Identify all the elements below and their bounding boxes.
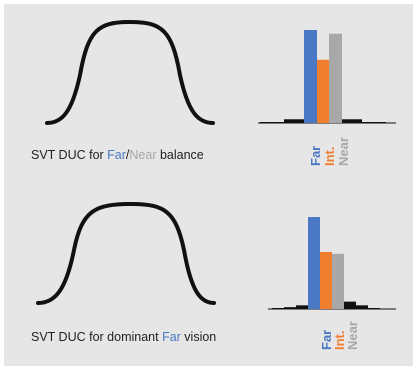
caption-balance-slash: / xyxy=(126,148,130,162)
caption-dominant: SVT DUC for dominant Far vision xyxy=(31,330,216,344)
chart1-bar-minor-8 xyxy=(374,122,386,123)
caption-dominant-far: Far xyxy=(162,330,181,344)
chart1-bar-minor-6 xyxy=(342,119,362,123)
caption-dominant-suffix: vision xyxy=(181,330,216,344)
chart2-bar-minor-6 xyxy=(344,301,356,309)
caption-dominant-prefix: SVT DUC for dominant xyxy=(31,330,162,344)
chart2-bar-minor-1 xyxy=(284,307,296,309)
chart1-bar-int xyxy=(317,59,329,123)
chart1-bar-minor-7 xyxy=(362,122,374,123)
chart1-label-near: Near xyxy=(336,137,351,166)
caption-balance: SVT DUC for Far/Near balance xyxy=(31,148,204,162)
chart1-bar-minor-2 xyxy=(284,119,304,123)
chart2-bar-far xyxy=(308,217,320,309)
chart2-bar-minor-8 xyxy=(368,308,380,309)
caption-balance-prefix: SVT DUC for xyxy=(31,148,107,162)
caption-balance-suffix: balance xyxy=(157,148,204,162)
chart2-bar-near xyxy=(332,253,344,309)
chart1-bar-minor-1 xyxy=(272,122,284,123)
chart2-bar-minor-2 xyxy=(296,305,308,309)
duc-curve-balance xyxy=(45,19,215,125)
chart2-label-int: Int. xyxy=(332,331,347,351)
duc-curve-dominant-far xyxy=(36,201,216,305)
chart2-bar-minor-7 xyxy=(356,305,368,309)
chart1-bar-far xyxy=(304,30,317,123)
chart1-bar-minor-0 xyxy=(260,122,272,123)
chart2-bars xyxy=(272,217,380,309)
chart1-label-int: Int. xyxy=(322,147,337,167)
chart1-label-far: Far xyxy=(308,146,323,166)
chart2-bar-minor-0 xyxy=(272,308,284,309)
chart1-bars xyxy=(260,30,386,123)
chart2-bar-int xyxy=(320,251,332,309)
chart2-label-far: Far xyxy=(319,330,334,350)
chart1-bar-near xyxy=(329,33,342,123)
caption-balance-near: Near xyxy=(129,148,156,162)
chart2-label-near: Near xyxy=(345,321,360,350)
caption-balance-far: Far xyxy=(107,148,126,162)
